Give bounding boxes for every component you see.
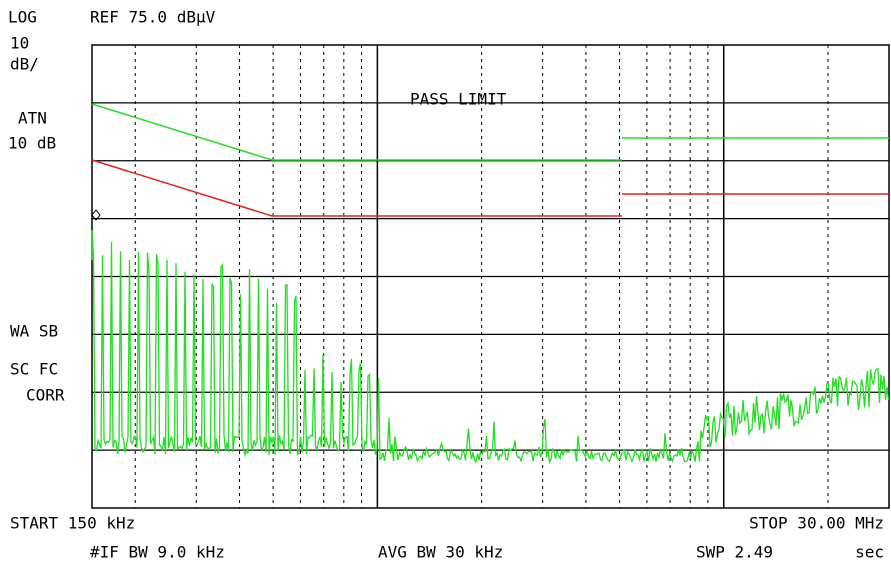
graticule: [92, 45, 889, 508]
status-label: WA SB: [10, 322, 58, 341]
side-label: 10 dB: [8, 134, 56, 153]
plot-label: PASS LIMIT: [410, 90, 507, 109]
side-label: 10: [10, 34, 29, 53]
trace: [91, 229, 890, 464]
start-label: START 150 kHz: [10, 514, 135, 533]
sweep-unit: sec: [855, 543, 884, 562]
scale-label: LOG: [8, 8, 37, 27]
side-label: dB/: [10, 55, 39, 74]
limit-line-lower: [91, 159, 622, 217]
avg-bw-label: AVG BW 30 kHz: [378, 543, 503, 562]
if-bw-label: #IF BW 9.0 kHz: [90, 543, 225, 562]
status-label: SC FC: [10, 360, 58, 379]
sweep-label: SWP 2.49: [696, 543, 773, 562]
plot-frame: [91, 44, 890, 509]
reference-label: REF 75.0 dBµV: [90, 8, 216, 27]
stop-label: STOP 30.00 MHz: [749, 514, 884, 533]
marker: [91, 209, 101, 221]
limit-line-upper: [91, 103, 622, 161]
side-label: ATN: [18, 109, 47, 128]
status-label: CORR: [26, 386, 65, 405]
